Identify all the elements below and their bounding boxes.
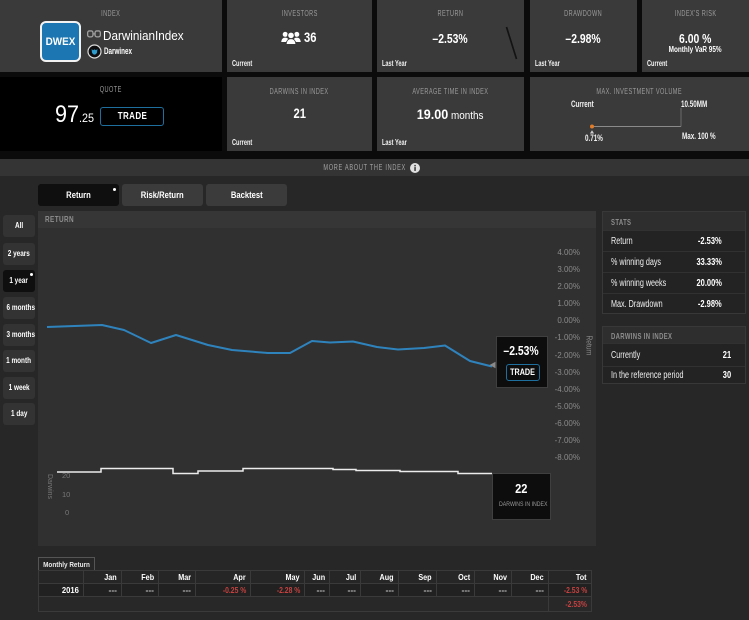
svg-text:-5.00%: -5.00% — [555, 402, 580, 411]
svg-text:-2.00%: -2.00% — [555, 351, 580, 360]
svg-text:Darwins: Darwins — [46, 474, 55, 499]
svg-text:2.00%: 2.00% — [557, 282, 580, 291]
svg-text:-4.00%: -4.00% — [555, 385, 580, 394]
svg-text:-7.00%: -7.00% — [555, 436, 580, 445]
svg-text:3.00%: 3.00% — [557, 265, 580, 274]
svg-text:0: 0 — [65, 508, 69, 517]
svg-text:Return: Return — [585, 336, 595, 356]
svg-text:-3.00%: -3.00% — [555, 368, 580, 377]
svg-text:10: 10 — [62, 490, 70, 499]
svg-text:0.00%: 0.00% — [557, 316, 580, 325]
svg-text:-8.00%: -8.00% — [555, 453, 580, 462]
svg-text:20: 20 — [62, 471, 70, 480]
svg-text:-1.00%: -1.00% — [555, 333, 580, 342]
svg-text:1.00%: 1.00% — [557, 299, 580, 308]
svg-text:4.00%: 4.00% — [557, 248, 580, 257]
svg-text:-6.00%: -6.00% — [555, 419, 580, 428]
